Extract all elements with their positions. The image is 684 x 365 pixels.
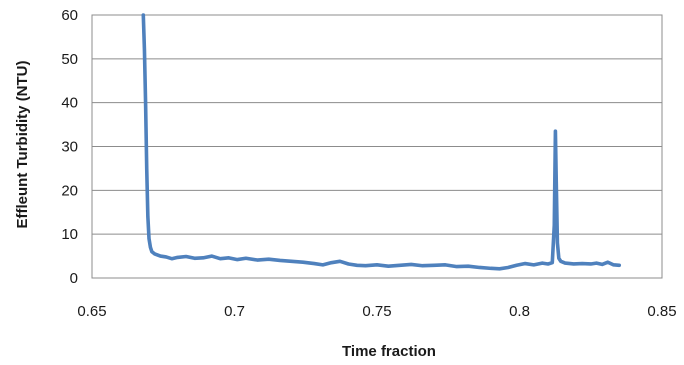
data-point xyxy=(149,246,152,248)
y-tick-label: 60 xyxy=(61,7,78,24)
data-point xyxy=(194,257,196,259)
data-point xyxy=(356,264,358,266)
data-point xyxy=(176,256,179,258)
data-point xyxy=(228,257,230,259)
data-point xyxy=(547,263,549,265)
data-point xyxy=(618,264,620,266)
data-point xyxy=(560,260,562,262)
y-tick-label: 30 xyxy=(61,139,78,156)
data-point xyxy=(154,253,156,255)
data-point xyxy=(553,224,555,226)
data-point xyxy=(479,266,481,269)
data-point xyxy=(456,266,458,268)
gridlines xyxy=(92,14,662,279)
x-axis-title: Time fraction xyxy=(342,343,436,360)
data-point xyxy=(498,268,501,270)
data-point xyxy=(302,261,304,263)
data-point xyxy=(564,262,566,264)
data-point xyxy=(151,251,153,253)
x-tick-label: 0.75 xyxy=(362,303,391,320)
data-point xyxy=(148,237,150,240)
data-point xyxy=(347,263,350,265)
y-tick-label: 0 xyxy=(70,270,78,287)
data-point xyxy=(387,265,389,267)
data-point xyxy=(433,264,435,266)
y-tick-label: 10 xyxy=(61,226,78,243)
data-point xyxy=(268,258,270,260)
data-point xyxy=(202,257,204,259)
data-point xyxy=(590,263,592,265)
data-point xyxy=(556,242,559,244)
y-axis-ticks: 0 10 20 30 40 50 60 xyxy=(61,7,78,287)
data-point xyxy=(330,262,332,264)
data-point xyxy=(533,264,535,266)
x-tick-label: 0.7 xyxy=(224,303,245,320)
data-point xyxy=(467,265,469,267)
data-point xyxy=(444,264,446,266)
y-tick-label: 20 xyxy=(61,182,78,199)
data-point xyxy=(147,216,149,218)
data-point xyxy=(612,264,615,266)
data-point xyxy=(339,260,341,262)
data-point xyxy=(236,258,238,261)
x-tick-label: 0.85 xyxy=(647,303,676,320)
y-tick-label: 50 xyxy=(61,51,78,68)
data-point xyxy=(507,266,509,269)
data-point xyxy=(524,262,526,265)
data-point xyxy=(143,49,146,51)
data-point xyxy=(144,102,147,104)
data-point xyxy=(399,264,401,266)
data-point xyxy=(554,130,557,132)
data-point xyxy=(171,258,173,260)
data-point xyxy=(607,261,609,263)
data-point xyxy=(211,255,213,257)
data-point xyxy=(410,263,412,266)
data-point xyxy=(165,256,167,258)
turbidity-series-line xyxy=(141,13,622,271)
data-point xyxy=(279,259,281,262)
data-point xyxy=(365,265,367,267)
y-axis-title: Effleunt Turbidity (NTU) xyxy=(14,60,31,228)
data-point xyxy=(256,259,258,261)
data-point xyxy=(159,255,161,257)
data-point xyxy=(490,267,492,269)
x-tick-label: 0.8 xyxy=(509,303,530,320)
series-layer xyxy=(141,13,622,271)
data-point xyxy=(245,257,247,259)
data-point xyxy=(573,263,575,265)
x-axis-ticks: 0.65 0.7 0.75 0.8 0.85 xyxy=(77,303,676,320)
data-point xyxy=(581,262,583,265)
data-point xyxy=(322,264,324,266)
y-tick-label: 40 xyxy=(61,95,78,112)
data-point xyxy=(422,265,424,267)
data-point xyxy=(558,257,560,259)
data-point xyxy=(146,167,148,170)
data-point xyxy=(601,263,603,266)
data-point xyxy=(595,262,598,264)
data-point xyxy=(219,258,221,260)
data-point xyxy=(376,264,378,266)
data-point xyxy=(541,262,543,264)
data-point xyxy=(185,255,187,258)
x-tick-label: 0.65 xyxy=(77,303,106,320)
data-point xyxy=(516,264,518,266)
data-point xyxy=(551,262,553,264)
data-point xyxy=(290,260,293,262)
plot-area xyxy=(91,14,663,279)
data-point xyxy=(313,262,315,265)
data-point xyxy=(142,14,144,16)
data-point xyxy=(555,180,557,183)
